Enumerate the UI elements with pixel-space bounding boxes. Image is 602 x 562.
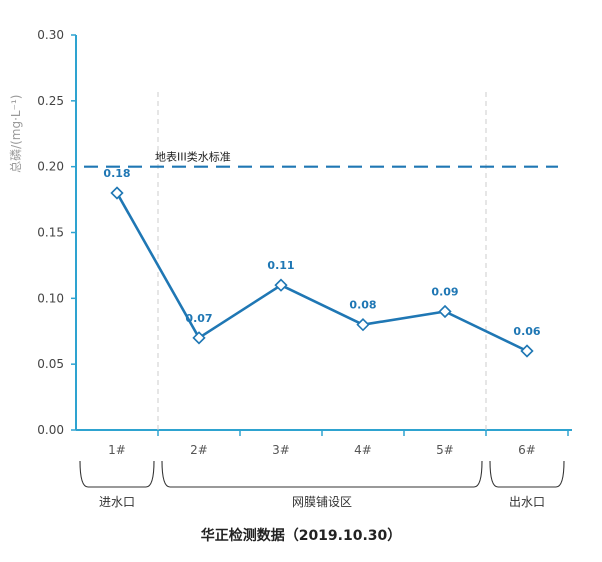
group-label: 出水口 [509,495,545,509]
data-label: 0.09 [431,286,458,299]
data-point-marker [192,331,206,345]
y-tick-label: 0.10 [37,291,64,305]
group-bracket [489,460,565,488]
group-label: 进水口 [99,495,135,509]
data-label: 0.08 [349,299,376,312]
group-bracket [79,460,155,488]
x-tick-label: 4# [354,443,372,457]
x-tick-label: 2# [190,443,208,457]
y-tick-label: 0.05 [37,357,64,371]
y-tick-label: 0.30 [37,28,64,42]
data-point-marker [110,186,124,200]
data-label: 0.18 [103,167,130,180]
y-tick-label: 0.25 [37,94,64,108]
y-tick-label: 0.15 [37,226,64,240]
group-label: 网膜铺设区 [292,495,352,509]
chart-caption: 华正检测数据（2019.10.30） [201,527,402,544]
x-tick-label: 1# [108,443,126,457]
y-tick-label: 0.20 [37,160,64,174]
data-point-marker [274,278,288,292]
y-axis-label: 总磷/(mg·L⁻¹) [8,95,23,173]
x-tick-label: 6# [518,443,536,457]
data-point-marker [520,344,534,358]
series-line [115,192,528,353]
group-bracket [161,460,483,488]
data-label: 0.06 [513,325,540,338]
y-tick-label: 0.00 [37,423,64,437]
x-tick-label: 5# [436,443,454,457]
data-point-marker [356,318,370,332]
data-label: 0.11 [267,259,294,272]
reference-line-label: 地表III类水标准 [155,150,231,164]
data-label: 0.07 [185,312,212,325]
x-tick-label: 3# [272,443,290,457]
data-point-marker [438,304,452,319]
